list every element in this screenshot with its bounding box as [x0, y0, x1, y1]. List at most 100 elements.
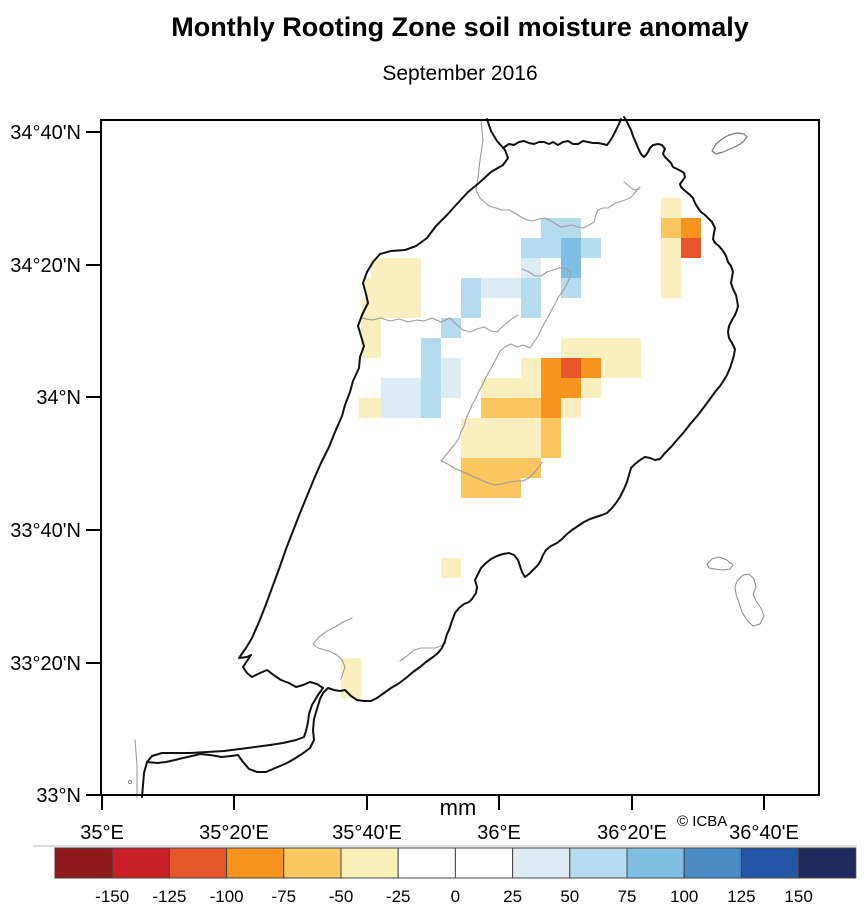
anomaly-cell-n1	[521, 358, 541, 378]
anomaly-cell-p2	[581, 238, 601, 258]
anomaly-cell-n3	[541, 398, 561, 418]
lon-tick-label: 35°20'E	[199, 822, 269, 844]
coast-extension-line	[134, 739, 138, 798]
anomaly-cell-n4	[561, 358, 581, 378]
anomaly-cell-n2	[541, 438, 561, 458]
anomaly-cell-n1	[371, 258, 421, 278]
colorbar-segment	[569, 847, 628, 879]
lake-outline-large	[734, 573, 765, 627]
anomaly-cell-n2	[661, 218, 681, 238]
anomaly-cell-n1	[561, 398, 581, 418]
colorbar-tick-label: -50	[329, 887, 354, 906]
colorbar-segment	[512, 847, 571, 879]
anomaly-cell-p2	[461, 278, 481, 318]
anomaly-cell-p1	[381, 378, 421, 418]
anomaly-cell-n3	[581, 358, 601, 378]
anomaly-cell-p2	[441, 318, 461, 338]
colorbar-units-label: mm	[440, 795, 477, 820]
admin-border-south-2	[399, 642, 447, 662]
anomaly-cell-p2	[561, 218, 581, 238]
anomaly-cell-n1	[661, 198, 681, 218]
anomaly-cell-n1	[481, 378, 521, 398]
colorbar-tick-label: -100	[210, 887, 244, 906]
admin-borders-layer	[128, 119, 641, 798]
colorbar-segment	[226, 847, 285, 879]
anomaly-cell-p2	[521, 238, 561, 258]
chart-subtitle: September 2016	[382, 62, 537, 85]
lat-tick-label: 34°20'N	[10, 255, 81, 277]
colorbar-segment	[626, 847, 685, 879]
lon-tick-label: 36°40'E	[729, 822, 799, 844]
anomaly-cell-n2	[521, 458, 541, 478]
colorbar-segment	[683, 847, 742, 879]
colorbar-segment	[111, 847, 170, 879]
anomaly-cell-n1	[361, 318, 381, 358]
anomaly-cell-n1	[661, 258, 681, 298]
latitude-axis: 34°40'N 34°20'N 34°N 33°40'N 33°20'N 33°N	[10, 122, 101, 807]
anomaly-cell-n1	[341, 658, 361, 698]
anomaly-cell-p2	[421, 358, 441, 378]
colorbar-segment	[168, 847, 228, 879]
anomaly-cell-n1	[601, 358, 641, 378]
admin-border-bekaa	[440, 343, 531, 462]
colorbar-tick-label: 0	[451, 887, 460, 906]
water-features-layer	[706, 132, 765, 627]
colorbar-tick-label: -150	[95, 887, 129, 906]
anomaly-cell-n2	[521, 398, 541, 418]
colorbar-tick-label: 50	[560, 887, 579, 906]
north-border-path	[502, 118, 622, 149]
colorbar-tick-label: 75	[618, 887, 637, 906]
chart-title: Monthly Rooting Zone soil moisture anoma…	[171, 12, 749, 42]
coastline-path	[141, 118, 509, 798]
country-border-path	[146, 116, 739, 773]
anomaly-cell-p1	[441, 378, 461, 398]
colorbar: -150 -125 -100 -75 -50 -25 0 25 50 75 100 125 150	[54, 847, 857, 906]
colorbar-tick-label: 125	[727, 887, 755, 906]
colorbar-segment	[54, 847, 113, 879]
anomaly-cell-p2	[421, 398, 441, 418]
anomaly-cell-p2	[541, 218, 561, 238]
anomaly-cell-n4	[681, 238, 701, 258]
colorbar-segment	[740, 847, 800, 879]
anomaly-cell-p2	[521, 298, 541, 318]
anomaly-cell-n1	[581, 378, 601, 398]
colorbar-segment	[283, 847, 342, 879]
anomaly-cell-p3	[561, 258, 581, 278]
colorbar-segment	[798, 847, 857, 879]
anomaly-cell-n1	[461, 438, 541, 458]
lat-tick-label: 33°40'N	[10, 520, 81, 542]
anomaly-cell-n1	[359, 398, 381, 418]
anomaly-cell-n1	[561, 338, 641, 358]
country-borders-layer	[141, 116, 739, 798]
colorbar-segment	[340, 847, 399, 879]
lon-tick-label: 36°E	[477, 822, 521, 844]
colorbar-tick-label: -125	[152, 887, 186, 906]
colorbar-segment	[454, 847, 514, 879]
lon-tick-label: 36°20'E	[597, 822, 667, 844]
anomaly-cell-p1	[521, 258, 541, 278]
anomaly-cell-p2	[421, 378, 441, 398]
lon-tick-label: 35°40'E	[332, 822, 402, 844]
anomaly-cell-n3	[681, 218, 701, 238]
anomaly-cell-n1	[521, 378, 541, 398]
anomaly-cell-n3	[541, 358, 561, 378]
anomaly-cell-p2	[421, 338, 441, 358]
anomaly-cell-n1	[365, 278, 421, 298]
anomaly-cell-n2	[461, 458, 521, 498]
anomaly-cell-n3	[541, 378, 581, 398]
anomaly-cell-p1	[481, 278, 521, 298]
anomaly-cell-p2	[561, 278, 581, 298]
anomaly-cells-layer	[341, 198, 701, 698]
anomaly-cell-p3	[561, 238, 581, 258]
anomaly-cell-n1	[461, 418, 541, 438]
colorbar-tick-label: -75	[272, 887, 297, 906]
anomaly-cell-n2	[481, 398, 521, 418]
anomaly-cell-n1	[441, 558, 461, 578]
colorbar-tick-label: 25	[503, 887, 522, 906]
small-island-dot	[128, 780, 132, 784]
anomaly-cell-p2	[521, 278, 541, 298]
admin-border-mount-lebanon	[440, 460, 543, 486]
admin-border-ne-stub	[623, 181, 640, 191]
